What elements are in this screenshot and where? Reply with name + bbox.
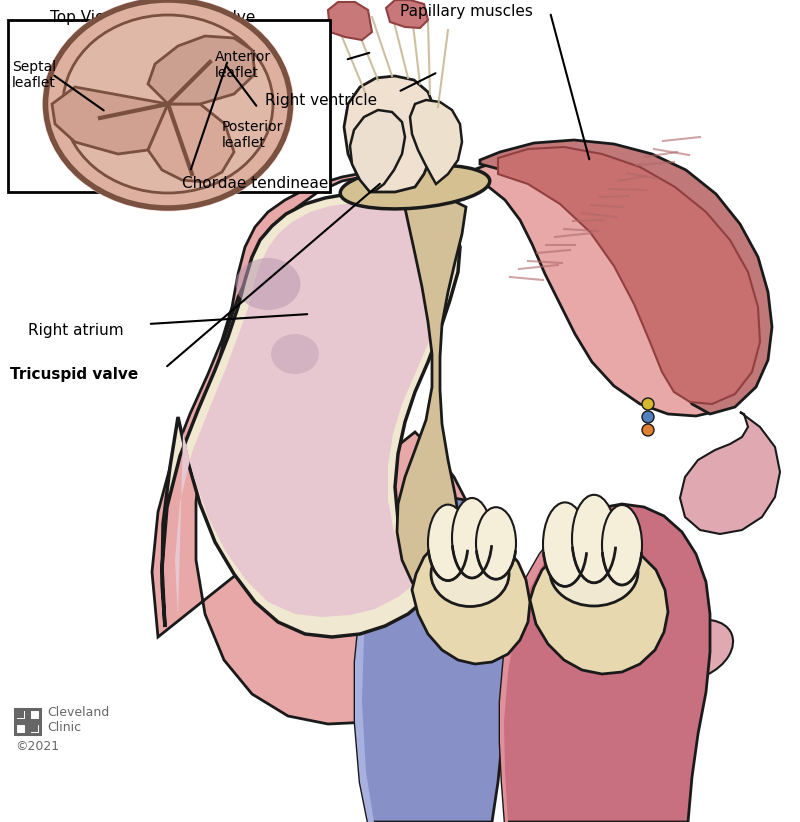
Circle shape: [642, 411, 654, 423]
Polygon shape: [328, 2, 372, 40]
Circle shape: [642, 398, 654, 410]
Ellipse shape: [452, 498, 492, 578]
Ellipse shape: [543, 502, 587, 586]
Ellipse shape: [428, 505, 468, 580]
Polygon shape: [500, 504, 710, 822]
Text: Cleveland
Clinic: Cleveland Clinic: [47, 706, 110, 734]
Polygon shape: [350, 110, 405, 192]
Text: Chordae tendineae: Chordae tendineae: [182, 177, 328, 192]
Bar: [15, 709, 26, 720]
Ellipse shape: [46, 0, 290, 208]
Ellipse shape: [171, 168, 239, 200]
Polygon shape: [355, 500, 430, 822]
Polygon shape: [410, 100, 462, 184]
Text: Septal
leaflet: Septal leaflet: [12, 60, 56, 90]
Text: Posterior
leaflet: Posterior leaflet: [222, 120, 283, 150]
Text: Right ventricle: Right ventricle: [265, 93, 377, 108]
Text: Right atrium: Right atrium: [28, 322, 124, 338]
Polygon shape: [498, 147, 760, 404]
Ellipse shape: [431, 542, 509, 607]
Ellipse shape: [572, 495, 616, 583]
Polygon shape: [162, 191, 460, 637]
Ellipse shape: [63, 15, 273, 193]
Ellipse shape: [602, 505, 642, 585]
Bar: [17, 711, 24, 718]
Text: Top View of Tricuspid Valve: Top View of Tricuspid Valve: [50, 10, 255, 25]
Ellipse shape: [657, 620, 733, 680]
Text: Papillary muscles: Papillary muscles: [400, 4, 533, 20]
Ellipse shape: [476, 507, 516, 580]
Ellipse shape: [550, 538, 638, 606]
Circle shape: [642, 424, 654, 436]
Text: Anterior
leaflet: Anterior leaflet: [215, 50, 271, 81]
Bar: [29, 709, 40, 720]
Polygon shape: [52, 87, 168, 154]
Text: ©2021: ©2021: [15, 740, 59, 752]
Circle shape: [202, 164, 214, 176]
Polygon shape: [680, 412, 780, 534]
Circle shape: [202, 140, 214, 152]
Polygon shape: [530, 540, 668, 674]
Polygon shape: [500, 517, 578, 822]
Ellipse shape: [42, 0, 294, 211]
Polygon shape: [397, 192, 466, 604]
Ellipse shape: [271, 334, 319, 374]
Polygon shape: [355, 497, 508, 822]
Polygon shape: [175, 202, 452, 617]
Polygon shape: [344, 76, 436, 192]
Polygon shape: [152, 156, 758, 724]
Bar: [15, 723, 26, 734]
Ellipse shape: [235, 258, 301, 310]
Polygon shape: [386, 0, 428, 28]
Polygon shape: [412, 532, 530, 664]
Bar: [29, 723, 40, 734]
FancyBboxPatch shape: [8, 20, 330, 192]
Ellipse shape: [340, 165, 490, 209]
Bar: [31, 725, 38, 732]
Polygon shape: [148, 104, 234, 182]
Polygon shape: [148, 36, 255, 104]
Circle shape: [202, 152, 214, 164]
Polygon shape: [480, 140, 772, 414]
Text: Tricuspid valve: Tricuspid valve: [10, 367, 138, 381]
